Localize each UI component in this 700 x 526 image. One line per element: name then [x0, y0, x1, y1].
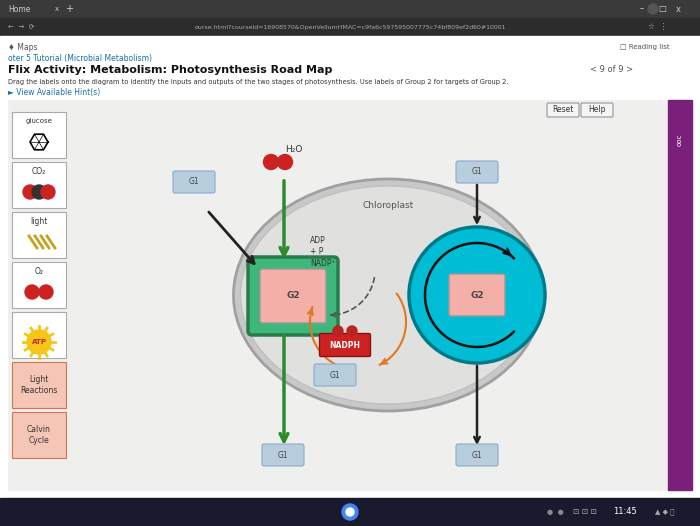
FancyBboxPatch shape — [547, 103, 579, 117]
Circle shape — [263, 155, 279, 169]
FancyBboxPatch shape — [12, 112, 66, 158]
Text: ourse.html?courseld=16908570&OpenVellumHMAC=c9fa6c597595007775c74bf809ef2d60#100: ourse.html?courseld=16908570&OpenVellumH… — [195, 25, 505, 29]
Text: ⊡ ⊡ ⊡: ⊡ ⊡ ⊡ — [573, 508, 597, 517]
FancyBboxPatch shape — [319, 333, 370, 357]
Text: 11:45: 11:45 — [613, 508, 637, 517]
Circle shape — [347, 326, 357, 336]
Text: < 9 of 9 >: < 9 of 9 > — [590, 66, 633, 75]
Text: ▲ ◆ 🔋: ▲ ◆ 🔋 — [655, 509, 675, 515]
Circle shape — [342, 504, 358, 520]
Circle shape — [32, 185, 46, 199]
FancyBboxPatch shape — [12, 412, 66, 458]
FancyBboxPatch shape — [248, 257, 338, 335]
FancyBboxPatch shape — [12, 212, 66, 258]
Bar — [0, 0, 700, 18]
Text: ←  →  ⟳: ← → ⟳ — [8, 24, 34, 30]
Text: ATP: ATP — [32, 339, 46, 345]
FancyBboxPatch shape — [314, 364, 356, 386]
Text: CO₂: CO₂ — [32, 167, 46, 176]
Ellipse shape — [234, 179, 542, 411]
Text: glucose: glucose — [26, 118, 52, 124]
Text: x: x — [676, 5, 681, 14]
Text: ☆  ⋮: ☆ ⋮ — [648, 23, 667, 32]
Text: x: x — [55, 6, 59, 12]
Circle shape — [41, 185, 55, 199]
Text: ADP
+ P
NADP⁺: ADP + P NADP⁺ — [310, 236, 335, 268]
Circle shape — [39, 285, 53, 299]
Bar — [0, 498, 700, 526]
Circle shape — [277, 155, 293, 169]
Text: –: – — [640, 5, 644, 14]
Bar — [668, 100, 692, 490]
Text: G1: G1 — [472, 450, 482, 460]
FancyBboxPatch shape — [12, 362, 66, 408]
Text: □: □ — [658, 5, 666, 14]
Text: ●  ●: ● ● — [547, 509, 564, 515]
Circle shape — [25, 285, 39, 299]
FancyBboxPatch shape — [260, 269, 326, 323]
Circle shape — [346, 508, 354, 516]
Text: ► View Available Hint(s): ► View Available Hint(s) — [8, 87, 100, 96]
FancyBboxPatch shape — [173, 171, 215, 193]
Text: G1: G1 — [330, 370, 340, 379]
FancyBboxPatch shape — [262, 444, 304, 466]
Text: Home: Home — [8, 5, 30, 14]
Text: Drag the labels onto the diagram to identify the inputs and outputs of the two s: Drag the labels onto the diagram to iden… — [8, 79, 508, 85]
FancyBboxPatch shape — [12, 312, 66, 358]
Text: H₂O: H₂O — [286, 146, 302, 155]
Bar — [0, 18, 700, 36]
Text: Flix Activity: Metabolism: Photosynthesis Road Map: Flix Activity: Metabolism: Photosynthesi… — [8, 65, 332, 75]
Text: G2: G2 — [286, 291, 300, 300]
Bar — [0, 36, 700, 500]
Text: G1: G1 — [472, 167, 482, 177]
Circle shape — [333, 326, 343, 336]
Text: light: light — [30, 217, 48, 226]
Text: +: + — [65, 4, 73, 14]
Text: G1: G1 — [189, 177, 199, 187]
FancyBboxPatch shape — [456, 444, 498, 466]
Text: Help: Help — [588, 106, 606, 115]
FancyBboxPatch shape — [449, 274, 505, 316]
Text: Calvin
Cycle: Calvin Cycle — [27, 426, 51, 444]
Text: O₂: O₂ — [34, 267, 43, 276]
Text: Chloroplast: Chloroplast — [363, 200, 414, 209]
FancyBboxPatch shape — [12, 262, 66, 308]
Circle shape — [409, 227, 545, 363]
Bar — [8, 100, 668, 490]
FancyBboxPatch shape — [456, 161, 498, 183]
Circle shape — [648, 4, 658, 14]
Text: oter 5 Tutorial (Microbial Metabolism): oter 5 Tutorial (Microbial Metabolism) — [8, 54, 152, 63]
Text: □ Reading list: □ Reading list — [620, 44, 670, 50]
Ellipse shape — [241, 186, 536, 404]
Text: Light
Reactions: Light Reactions — [20, 375, 57, 394]
Text: ooc: ooc — [677, 134, 683, 146]
FancyBboxPatch shape — [581, 103, 613, 117]
FancyBboxPatch shape — [12, 162, 66, 208]
Circle shape — [23, 185, 37, 199]
Text: G1: G1 — [278, 450, 288, 460]
Text: G2: G2 — [470, 290, 484, 299]
Text: Reset: Reset — [552, 106, 574, 115]
Text: NADPH: NADPH — [330, 340, 360, 349]
Circle shape — [27, 330, 51, 354]
Text: ♦ Maps: ♦ Maps — [8, 43, 38, 52]
